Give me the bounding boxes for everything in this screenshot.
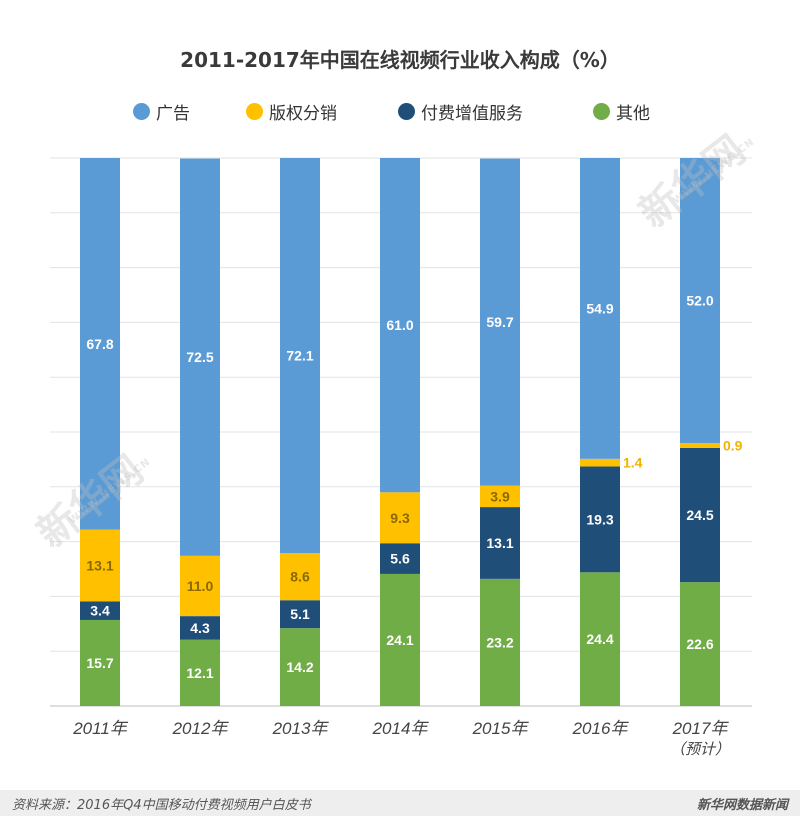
bar-segment — [80, 601, 120, 620]
data-label: 52.0 — [686, 292, 713, 308]
x-tick-label: 2012年 — [172, 719, 230, 738]
bar-segment — [380, 158, 420, 493]
bar-segment — [480, 485, 520, 508]
source-note: 资料来源：2016年Q4中国移动付费视频用户白皮书 — [12, 798, 311, 813]
legend-swatch-other — [593, 102, 610, 120]
data-label: 67.8 — [86, 336, 113, 352]
bar-segment — [680, 582, 720, 706]
data-label: 5.1 — [290, 606, 310, 622]
data-label: 61.0 — [386, 317, 413, 333]
data-label-outside: 0.9 — [723, 437, 743, 453]
bar-segment — [480, 158, 520, 486]
data-label: 15.7 — [86, 655, 113, 671]
bar-segment — [80, 529, 120, 602]
bar-segment — [380, 543, 420, 574]
legend-label-other: 其他 — [616, 103, 650, 124]
data-label: 8.6 — [290, 569, 310, 585]
bar-segment — [280, 628, 320, 706]
legend-label-licensing: 版权分销 — [269, 103, 337, 124]
data-label: 3.9 — [490, 488, 510, 504]
data-label: 24.1 — [386, 632, 413, 648]
x-tick-label: 2015年 — [472, 719, 530, 738]
data-label: 59.7 — [486, 314, 513, 330]
stacked-bar-chart: 15.7 3.4 13.1 67.8 2011年 12.1 4.3 11.0 72.5 2012年… — [50, 157, 752, 758]
data-label: 72.1 — [286, 348, 313, 364]
footer-bar: 资料来源：2016年Q4中国移动付费视频用户白皮书 新华网数据新闻 — [0, 790, 800, 816]
chart-legend: 广告 版权分销 付费增值服务 其他 — [0, 98, 800, 124]
legend-label-ad: 广告 — [156, 103, 190, 124]
data-label-outside: 1.4 — [623, 455, 643, 471]
bar-segment — [580, 466, 620, 573]
bar-segment — [380, 492, 420, 544]
data-label: 12.1 — [186, 665, 213, 681]
data-label: 72.5 — [186, 349, 213, 365]
data-label: 24.4 — [586, 631, 613, 647]
x-tick-label: 2014年 — [372, 719, 430, 738]
bar-segment — [480, 507, 520, 579]
legend-item-other: 其他 — [593, 98, 650, 124]
bar-segment — [280, 600, 320, 629]
legend-item-licensing: 版权分销 — [246, 98, 337, 124]
legend-label-paid: 付费增值服务 — [421, 103, 523, 124]
data-label: 19.3 — [586, 511, 613, 527]
bar-segment — [680, 442, 720, 448]
data-label: 5.6 — [390, 551, 410, 567]
x-tick-label: 2013年 — [272, 719, 330, 738]
data-label: 24.5 — [686, 507, 713, 523]
x-tick-note: （预计） — [670, 741, 730, 758]
data-label: 23.2 — [486, 634, 513, 650]
brand-credit: 新华网数据新闻 — [696, 798, 788, 813]
x-tick-label: 2017年 — [672, 719, 730, 738]
data-label: 11.0 — [187, 578, 214, 594]
legend-item-paid: 付费增值服务 — [398, 98, 523, 124]
bar-segment — [280, 553, 320, 601]
data-label: 3.4 — [90, 603, 110, 619]
bar-segment — [180, 158, 220, 556]
legend-swatch-ad — [133, 102, 150, 120]
x-tick-label: 2016年 — [572, 719, 630, 738]
bar-segment — [580, 572, 620, 706]
legend-swatch-licensing — [246, 102, 263, 120]
bar-segment — [680, 158, 720, 443]
bar-segment — [280, 158, 320, 554]
data-label: 13.1 — [86, 557, 113, 573]
data-label: 22.6 — [686, 636, 713, 652]
bar-segment — [580, 458, 620, 467]
bar-segment — [80, 619, 120, 706]
data-label: 54.9 — [586, 300, 613, 316]
bar-segment — [380, 573, 420, 706]
bar-segment — [680, 447, 720, 583]
data-label: 4.3 — [190, 620, 210, 636]
bar-segment — [180, 616, 220, 640]
chart-title: 2011-2017年中国在线视频行业收入构成（%） — [180, 48, 620, 72]
bar-segment — [580, 158, 620, 459]
data-label: 14.2 — [286, 659, 313, 675]
legend-swatch-paid — [398, 102, 415, 120]
data-label: 13.1 — [486, 535, 513, 551]
bar-segment — [80, 158, 120, 530]
bar-segment — [180, 639, 220, 706]
x-tick-label: 2011年 — [72, 719, 129, 738]
legend-item-ad: 广告 — [133, 98, 190, 124]
data-label: 9.3 — [390, 510, 410, 526]
bar-segment — [480, 578, 520, 706]
bar-segment — [180, 555, 220, 617]
